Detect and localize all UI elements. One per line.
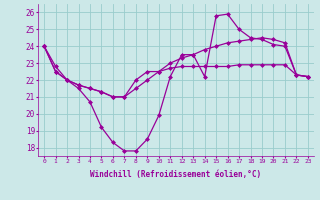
X-axis label: Windchill (Refroidissement éolien,°C): Windchill (Refroidissement éolien,°C) — [91, 170, 261, 179]
